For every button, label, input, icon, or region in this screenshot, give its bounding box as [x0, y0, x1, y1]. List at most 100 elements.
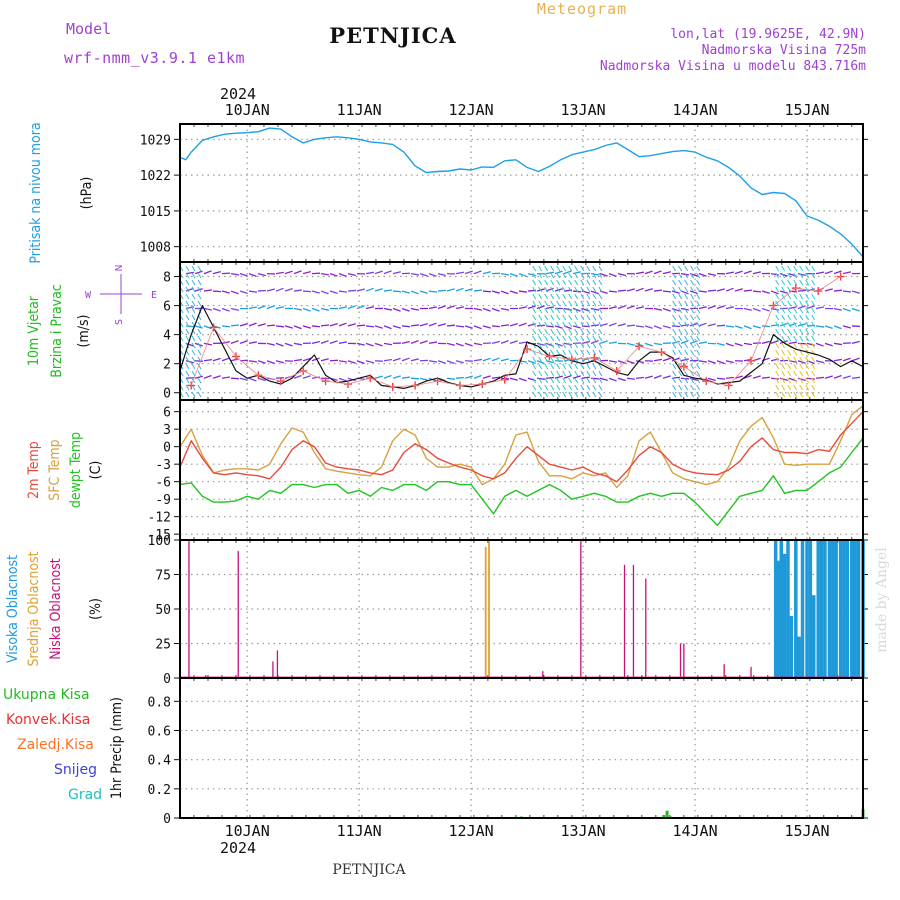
wind-arrow	[678, 286, 683, 293]
wind-arrow	[518, 377, 527, 382]
wind-arrow	[586, 272, 591, 279]
wind-arrow	[811, 328, 816, 335]
cloud-low-bar	[645, 578, 647, 678]
wind-arrow	[568, 321, 573, 328]
wind-arrow	[185, 384, 190, 391]
wind-arrow	[532, 377, 537, 384]
wind-arrow	[787, 321, 792, 328]
x-tick-label-top: 15JAN	[784, 101, 829, 119]
wind-arrow	[580, 328, 585, 335]
wind-arrow	[797, 272, 806, 277]
wind-arrow	[550, 377, 555, 384]
wind-arrow	[257, 272, 266, 277]
wind-arrow	[562, 349, 567, 356]
wind-arrow	[556, 321, 561, 328]
wind-arrow	[684, 328, 689, 335]
wind-arrow	[437, 289, 447, 292]
wind-arrow	[365, 325, 375, 328]
wind-arrow	[574, 300, 579, 307]
wind-arrow	[690, 314, 695, 321]
wind-arrow	[347, 305, 356, 310]
wind-arrow	[662, 307, 671, 312]
wind-arrow	[293, 289, 303, 292]
wind-arrow	[678, 314, 683, 321]
wind-arrow	[696, 391, 701, 398]
wind-arrow	[752, 290, 762, 293]
wind-arrow	[586, 328, 591, 335]
wind-arrow	[590, 340, 599, 344]
wind-arrow	[568, 384, 573, 391]
wind-arrow	[811, 342, 816, 349]
wind-arrow	[550, 314, 555, 321]
wind-arrow	[568, 328, 573, 335]
wind-arrow	[592, 279, 597, 286]
cloud-high-bar	[773, 540, 778, 678]
wind-arrow	[805, 300, 810, 307]
wind-arrow	[799, 356, 804, 363]
wind-arrow	[320, 358, 329, 362]
wind-arrow	[635, 271, 644, 275]
wind-arrow	[572, 271, 581, 275]
wind-arrow	[509, 273, 518, 277]
wind-arrow	[608, 290, 618, 293]
wind-arrow	[293, 342, 302, 346]
wind-arrow	[586, 370, 591, 377]
wind-arrow	[734, 342, 743, 347]
wind-arrow	[598, 363, 603, 370]
header-model-altitude: Nadmorska Visina u modelu 843.716m	[600, 59, 866, 74]
wind-arrow	[775, 370, 780, 377]
cloud-mid-bar	[488, 540, 490, 678]
wind-arrow	[805, 307, 810, 314]
wind-arrow	[580, 300, 585, 307]
wind-arrow	[419, 273, 428, 277]
wind-arrow	[678, 370, 683, 377]
wind-arrow	[696, 384, 701, 391]
wind-arrow	[574, 321, 579, 328]
wind-arrow	[787, 286, 792, 293]
wind-arrow	[482, 375, 491, 379]
wind-arrow	[805, 328, 810, 335]
wind-arrow	[365, 306, 374, 310]
wind-arrow	[550, 328, 555, 335]
wind-arrow	[500, 324, 510, 327]
wind-arrow	[690, 328, 695, 335]
wind-arrow	[678, 307, 683, 314]
wind-arrow	[833, 325, 842, 330]
wind-arrow	[678, 391, 683, 398]
x-tick-label-top: 11JAN	[337, 101, 382, 119]
wind-arrow	[580, 342, 585, 349]
wind-arrow	[518, 290, 528, 293]
wind-arrow	[239, 377, 248, 381]
wind-arrow	[684, 265, 689, 272]
y-tick-label: 1008	[140, 241, 171, 256]
wind-arrow	[770, 377, 780, 380]
wind-arrow	[191, 286, 196, 293]
wind-arrow	[562, 335, 567, 342]
wind-arrow	[563, 374, 572, 379]
wind-arrow	[586, 300, 591, 307]
wind-arrow	[580, 384, 585, 391]
temp-unit-label: (C)	[88, 461, 104, 480]
wind-arrow	[562, 377, 567, 384]
wind-arrow	[775, 363, 780, 370]
wind-arrow	[293, 325, 302, 330]
cloud-high-bar	[805, 540, 809, 678]
wind-arrow	[787, 335, 792, 342]
wind-arrow	[678, 293, 683, 300]
wind-arrow	[266, 360, 275, 365]
wind-arrow	[671, 357, 680, 362]
wind-arrow	[811, 314, 816, 321]
wind-arrow	[696, 328, 701, 335]
wind-arrow	[680, 324, 690, 327]
wind-arrow	[805, 363, 810, 370]
wind-arrow	[793, 321, 798, 328]
wind-arrow	[419, 290, 428, 295]
wind-arrow	[574, 377, 579, 384]
wind-arrow	[698, 322, 707, 327]
wind-arrow	[574, 356, 579, 363]
wind-arrow	[833, 289, 843, 292]
wind-arrow	[811, 384, 816, 391]
wind-arrow	[500, 358, 509, 362]
wind-arrow	[248, 322, 257, 327]
wind-arrow	[185, 377, 190, 384]
